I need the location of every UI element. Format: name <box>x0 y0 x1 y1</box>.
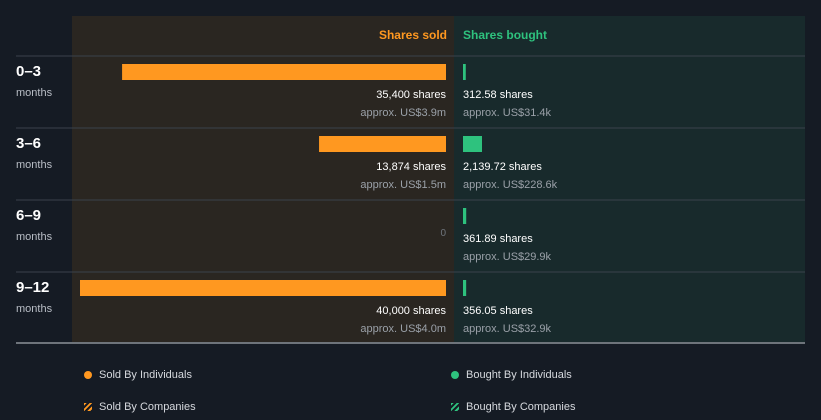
legend-item-sold-individuals[interactable]: Sold By Individuals <box>84 369 192 381</box>
sold-shares-label: 40,000 shares <box>376 305 446 317</box>
sold-shares-label: 13,874 shares <box>376 161 446 173</box>
sold-shares-label: 35,400 shares <box>376 89 446 101</box>
bought-shares-label: 361.89 shares <box>463 233 533 245</box>
sold-bar <box>80 280 446 296</box>
bought-panel <box>454 16 805 342</box>
legend-label: Sold By Companies <box>99 401 196 413</box>
sold-individuals-dot-icon <box>84 371 92 379</box>
legend-label: Sold By Individuals <box>99 369 192 381</box>
period-label: 6–9 <box>16 207 41 224</box>
bought-approx-label: approx. US$228.6k <box>463 179 558 191</box>
bought-approx-label: approx. US$32.9k <box>463 323 552 335</box>
period-unit-label: months <box>16 87 53 99</box>
legend-label: Bought By Individuals <box>466 369 572 381</box>
period-label: 9–12 <box>16 279 49 296</box>
bought-approx-label: approx. US$29.9k <box>463 251 552 263</box>
period-unit-label: months <box>16 231 53 243</box>
bought-individuals-dot-icon <box>451 371 459 379</box>
period-unit-label: months <box>16 303 53 315</box>
sold-bar <box>319 136 446 152</box>
sold-approx-label: approx. US$1.5m <box>360 179 446 191</box>
shares-sold-header: Shares sold <box>379 28 447 42</box>
period-label: 3–6 <box>16 135 41 152</box>
bought-shares-label: 356.05 shares <box>463 305 533 317</box>
bought-bar <box>463 64 466 80</box>
bought-bar <box>463 136 482 152</box>
period-label: 0–3 <box>16 63 41 80</box>
sold-approx-label: approx. US$4.0m <box>360 323 446 335</box>
sold-bar <box>122 64 446 80</box>
shares-bought-header: Shares bought <box>463 28 547 42</box>
legend-item-sold-companies[interactable]: Sold By Companies <box>84 401 196 413</box>
bought-shares-label: 312.58 shares <box>463 89 533 101</box>
bought-approx-label: approx. US$31.4k <box>463 107 552 119</box>
bought-bar <box>463 208 467 224</box>
bought-shares-label: 2,139.72 shares <box>463 161 542 173</box>
period-unit-label: months <box>16 159 53 171</box>
sold-companies-hatch-icon <box>84 403 92 411</box>
legend-item-bought-companies[interactable]: Bought By Companies <box>451 401 575 413</box>
bought-bar <box>463 280 467 296</box>
legend-item-bought-individuals[interactable]: Bought By Individuals <box>451 369 572 381</box>
bought-companies-hatch-icon <box>451 403 459 411</box>
sold-approx-label: approx. US$3.9m <box>360 107 446 119</box>
sold-shares-label: 0 <box>440 228 446 239</box>
legend-label: Bought By Companies <box>466 401 576 413</box>
